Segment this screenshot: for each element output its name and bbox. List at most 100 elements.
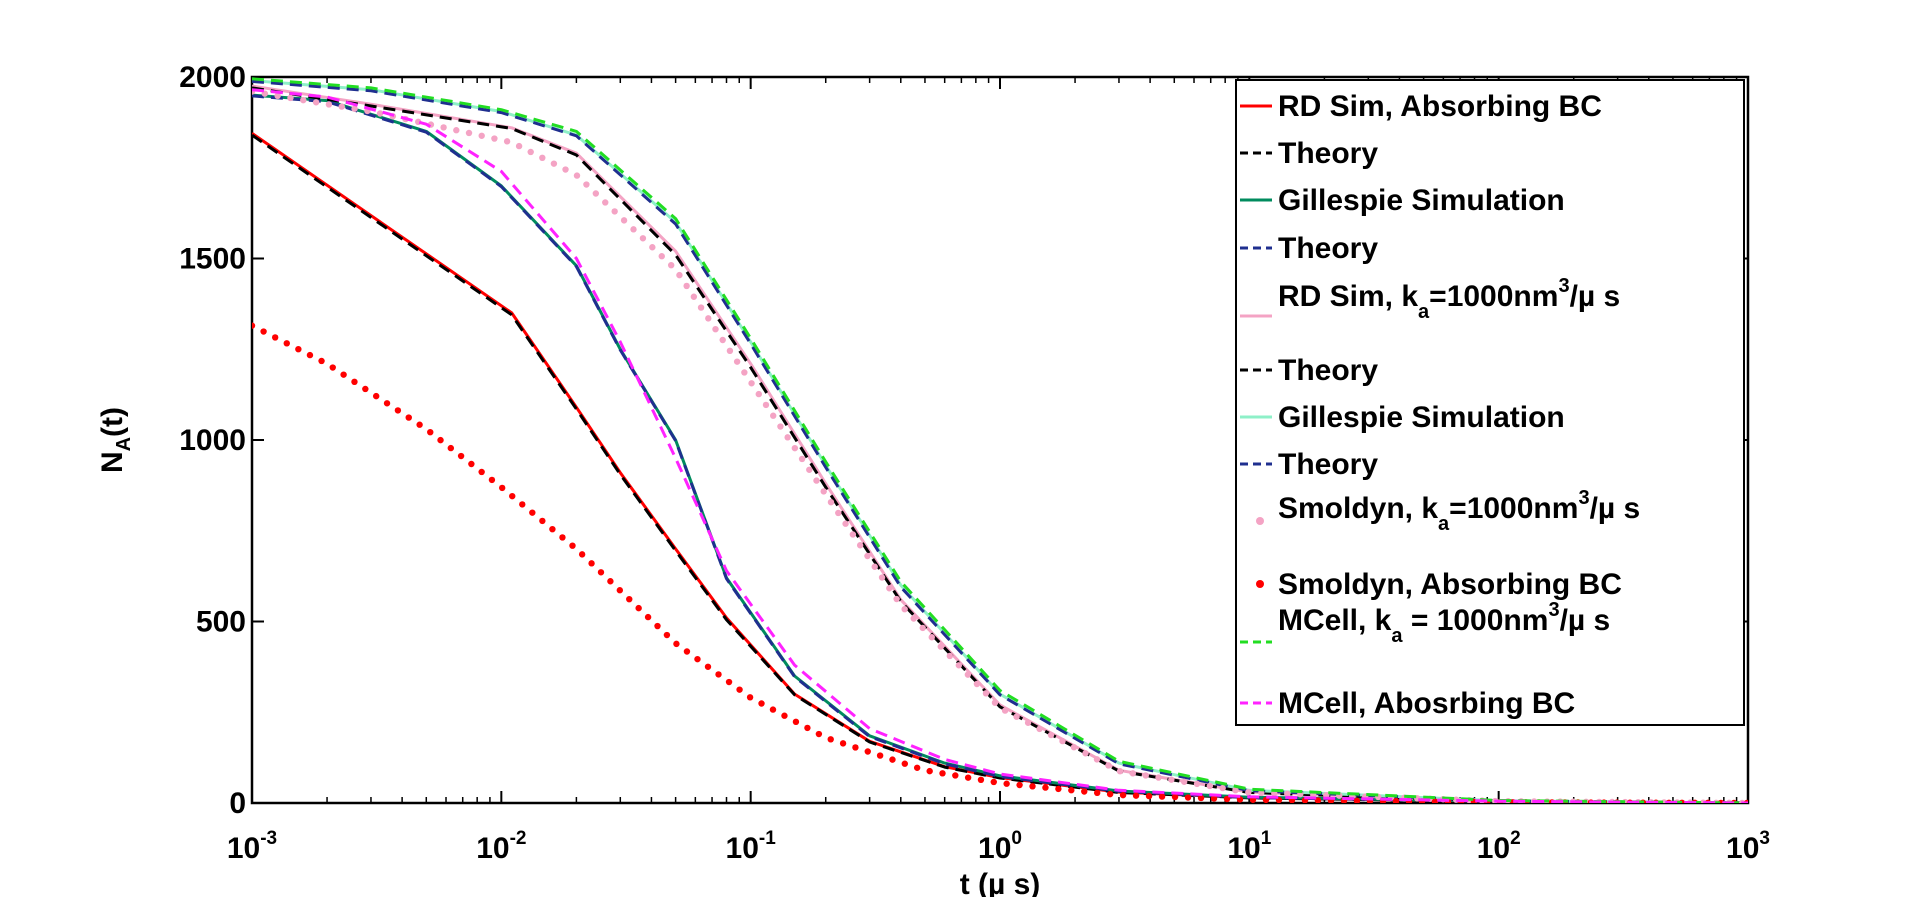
series-9-point (515, 142, 523, 150)
series-9-point (1059, 737, 1066, 745)
series-9-point (1284, 790, 1291, 797)
series-9-point (719, 336, 726, 344)
series-9-point (1116, 768, 1124, 775)
series-10-point (394, 407, 402, 414)
series-10-point (607, 578, 614, 585)
series-12-line (252, 88, 1748, 803)
series-10-point (736, 686, 743, 693)
series-9-point (592, 190, 600, 197)
series-10-point (725, 678, 733, 686)
legend-box (1235, 79, 1745, 726)
series-10-point (704, 663, 712, 670)
x-tick-label: 10-1 (726, 828, 777, 865)
series-9-point (955, 662, 963, 669)
series-9-point (842, 520, 849, 527)
series-10-point (1158, 793, 1166, 800)
series-9-point (798, 455, 806, 463)
series-9-point (376, 110, 384, 117)
series-9-point (658, 253, 665, 260)
series-9-point (1093, 756, 1101, 763)
series-9-point (1168, 776, 1175, 783)
series-9-point (770, 412, 777, 419)
series-9-point (539, 154, 546, 162)
series-9-point (1142, 772, 1149, 779)
series-9-point (856, 542, 864, 549)
series-9-point (440, 124, 447, 131)
series-10-point (616, 587, 624, 594)
series-10-point (271, 334, 279, 341)
series-10-point (913, 764, 921, 771)
series-9-point (1180, 778, 1188, 785)
series-10-point (715, 671, 722, 678)
legend-item-6-label: Theory (1278, 354, 1378, 387)
series-10-point (283, 340, 290, 347)
series-10-point (1197, 794, 1205, 802)
series-9-point (491, 135, 498, 142)
x-tick-label: 10-3 (227, 828, 277, 865)
series-10-point (1314, 797, 1322, 803)
series-10-point (654, 622, 661, 630)
legend-item-8-label: Theory (1278, 448, 1378, 481)
legend-item-4: Theory (1240, 232, 1378, 265)
series-10-point (876, 752, 884, 759)
series-10-point (1353, 797, 1361, 803)
series-9-point (820, 488, 827, 495)
series-10-point (1119, 791, 1127, 799)
x-axis-label: t (µ s) (960, 868, 1041, 897)
series-9-point (982, 690, 990, 697)
y-axis-ticks: 0 500 1000 1500 2000 (179, 61, 1748, 820)
series-9-point (1129, 770, 1137, 777)
series-9-point (602, 199, 609, 206)
legend-item-10: Smoldyn, Absorbing BC (1256, 568, 1622, 601)
series-10-point (569, 542, 576, 549)
series-10-point (769, 706, 777, 713)
series-10-point (295, 345, 302, 353)
series-10-point (644, 613, 652, 621)
series-9-point (806, 466, 813, 473)
series-10-point (519, 501, 526, 508)
series-10-point (539, 517, 546, 525)
series-10-point (260, 328, 267, 335)
series-layer (252, 77, 1748, 803)
legend-item-7: Gillespie Simulation (1240, 401, 1565, 434)
series-9-point (1070, 743, 1078, 751)
legend-item-9-label: Smoldyn, ka=1000nm3/µ s (1278, 487, 1640, 535)
series-10-point (597, 569, 605, 576)
series-9-point (338, 103, 345, 110)
series-10-point (529, 509, 536, 516)
series-9-point (312, 99, 320, 106)
series-10-point (306, 351, 314, 359)
series-9-point (705, 315, 712, 322)
legend-item-12-label: MCell, Abosrbing BC (1278, 687, 1575, 720)
series-9-point (690, 293, 698, 300)
series-10-point (758, 700, 765, 707)
y-tick-label: 500 (196, 606, 246, 639)
series-9-point (893, 595, 900, 603)
series-9-point (287, 94, 294, 102)
y-axis-label: NA(t) (96, 407, 135, 473)
series-9-point (465, 129, 473, 137)
series-10-point (977, 776, 985, 784)
series-9-point (777, 423, 784, 430)
series-9-point (755, 390, 762, 398)
series-9-point (503, 138, 511, 145)
series-10-point (372, 392, 380, 400)
series-10-point (1132, 792, 1140, 799)
series-10-point (1171, 793, 1179, 801)
series-10-point (1145, 792, 1153, 800)
series-9-point (1082, 750, 1089, 757)
series-10-point (1210, 795, 1218, 802)
series-9-point (827, 498, 835, 506)
series-10-point (926, 767, 933, 775)
series-9-point (937, 643, 944, 650)
series-10-point (549, 525, 556, 533)
legend-item-10-label: Smoldyn, Absorbing BC (1278, 568, 1622, 601)
series-9-point (583, 181, 590, 188)
series-9-point (453, 127, 460, 134)
series-9-point (741, 369, 748, 376)
series-10-point (488, 476, 496, 484)
series-9-point (1155, 774, 1162, 781)
series-10-point (478, 468, 485, 476)
y-tick-label: 1500 (179, 243, 246, 276)
series-9-point (620, 217, 628, 224)
